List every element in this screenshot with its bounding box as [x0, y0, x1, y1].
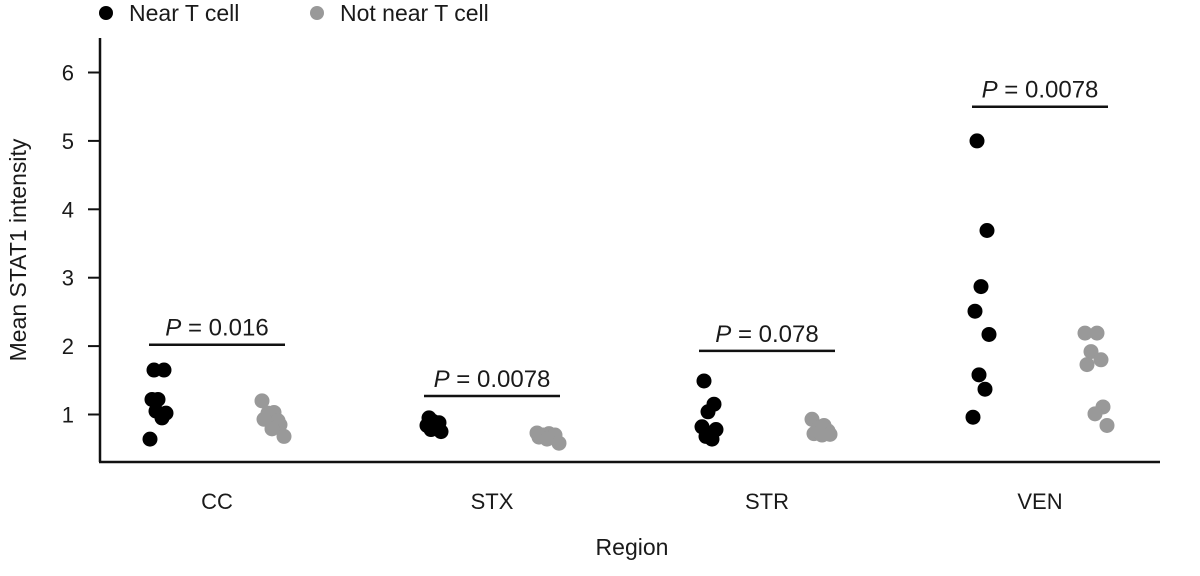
- legend-label-near-t-cell: Near T cell: [129, 0, 239, 26]
- y-tick-label: 1: [62, 403, 74, 428]
- y-tick-label: 6: [62, 61, 74, 86]
- point-not-near-cc: [254, 393, 270, 409]
- p-value-text: = 0.0078: [450, 366, 551, 393]
- point-near-ven: [965, 409, 981, 425]
- x-tick-label-ven: VEN: [1017, 489, 1062, 514]
- point-not-near-stx: [551, 435, 567, 451]
- x-tick-label-str: STR: [745, 489, 789, 514]
- point-near-cc: [144, 391, 160, 407]
- p-value-text: = 0.016: [181, 315, 268, 342]
- point-near-ven: [973, 279, 989, 295]
- p-value-label-ven: P = 0.0078: [982, 77, 1099, 104]
- point-near-ven: [977, 381, 993, 397]
- p-symbol: P: [715, 321, 731, 348]
- point-not-near-cc: [264, 421, 280, 437]
- p-value-label-str: P = 0.078: [715, 321, 818, 348]
- y-tick-label: 4: [62, 197, 74, 222]
- legend-label-not-near-t-cell: Not near T cell: [340, 0, 489, 26]
- p-value-label-cc: P = 0.016: [165, 315, 268, 342]
- legend-marker-near-t-cell: [99, 6, 113, 20]
- point-near-str: [700, 404, 716, 420]
- point-not-near-ven: [1093, 352, 1109, 368]
- point-not-near-ven: [1099, 417, 1115, 433]
- p-symbol: P: [165, 315, 181, 342]
- point-near-ven: [969, 133, 985, 149]
- legend-marker-not-near-t-cell: [310, 6, 324, 20]
- point-near-ven: [971, 367, 987, 383]
- axes: [98, 38, 1160, 464]
- point-not-near-str: [814, 427, 830, 443]
- point-near-cc: [142, 431, 158, 447]
- point-near-ven: [979, 223, 995, 239]
- point-near-stx: [423, 422, 439, 438]
- data-points: [142, 133, 1115, 451]
- point-near-ven: [981, 326, 997, 342]
- x-ticks: CC STX STR VEN: [201, 489, 1063, 514]
- point-not-near-ven: [1087, 406, 1103, 422]
- point-near-str: [696, 373, 712, 389]
- x-tick-label-cc: CC: [201, 489, 233, 514]
- y-axis-title: Mean STAT1 intensity: [5, 138, 31, 361]
- p-symbol: P: [982, 77, 998, 104]
- x-axis-title: Region: [596, 534, 669, 560]
- point-near-ven: [967, 303, 983, 319]
- point-not-near-cc: [276, 428, 292, 444]
- point-not-near-stx: [539, 431, 555, 447]
- point-not-near-ven: [1077, 325, 1093, 341]
- legend: Near T cell Not near T cell: [99, 0, 489, 26]
- point-not-near-ven: [1089, 325, 1105, 341]
- p-value-text: = 0.078: [731, 321, 818, 348]
- point-near-cc: [156, 362, 172, 378]
- point-near-str: [704, 431, 720, 447]
- point-not-near-ven: [1079, 357, 1095, 373]
- p-symbol: P: [434, 366, 450, 393]
- point-not-near-ven: [1083, 344, 1099, 360]
- y-ticks: 1 2 3 4 5 6: [62, 61, 100, 428]
- x-tick-label-stx: STX: [471, 489, 514, 514]
- p-value-text: = 0.0078: [998, 77, 1099, 104]
- y-tick-label: 3: [62, 266, 74, 291]
- point-near-cc: [154, 410, 170, 426]
- p-value-label-stx: P = 0.0078: [434, 366, 551, 393]
- y-tick-label: 2: [62, 334, 74, 359]
- y-tick-label: 5: [62, 129, 74, 154]
